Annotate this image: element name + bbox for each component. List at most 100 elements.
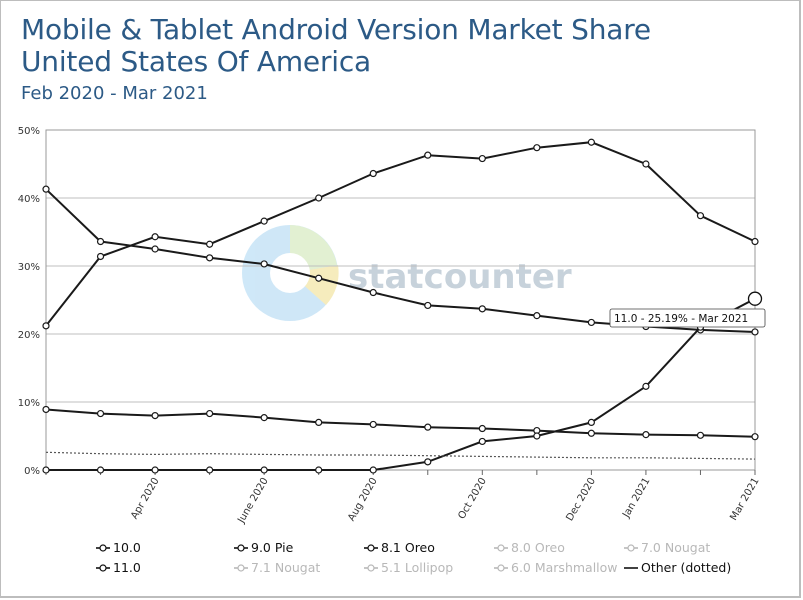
data-point[interactable] <box>315 194 323 202</box>
x-tick-label: June 2020 <box>236 476 271 526</box>
data-point[interactable] <box>96 466 105 474</box>
data-point[interactable] <box>260 217 268 225</box>
chart-subtitle: Feb 2020 - Mar 2021 <box>21 83 208 104</box>
legend-marker-icon <box>364 563 378 572</box>
series-8-1-oreo <box>42 405 759 441</box>
data-point[interactable] <box>369 288 377 297</box>
series-group <box>42 138 763 474</box>
data-point[interactable] <box>260 466 268 474</box>
data-point[interactable] <box>424 458 432 466</box>
plot-area-border <box>45 129 756 471</box>
data-point[interactable] <box>42 322 50 330</box>
data-point[interactable] <box>96 252 105 261</box>
legend-label: 10.0 <box>113 540 141 555</box>
x-tick-label: Aug 2020 <box>346 476 380 523</box>
legend-item-7-0-nougat[interactable]: 7.0 Nougat <box>623 540 710 555</box>
legend-label: 6.0 Marshmallow <box>511 560 618 575</box>
data-point[interactable] <box>315 466 323 474</box>
data-point[interactable] <box>206 254 214 262</box>
legend-item-6-0-marshmallow[interactable]: 6.0 Marshmallow <box>493 560 618 575</box>
legend-marker-icon <box>96 563 110 572</box>
grid-lines <box>45 129 756 471</box>
legend-item-9-0-pie[interactable]: 9.0 Pie <box>233 540 293 555</box>
chart-title: Mobile & Tablet Android Version Market S… <box>21 14 651 78</box>
data-point[interactable] <box>151 233 159 241</box>
data-point[interactable] <box>587 318 595 327</box>
x-tick-label: Oct 2020 <box>456 476 488 521</box>
data-point[interactable] <box>478 154 486 163</box>
data-point[interactable] <box>151 245 159 253</box>
x-tick-label: Dec 2020 <box>564 476 598 523</box>
data-point[interactable] <box>642 382 650 390</box>
data-point[interactable] <box>751 237 759 246</box>
legend-item-8-0-oreo[interactable]: 8.0 Oreo <box>493 540 565 555</box>
data-point[interactable] <box>42 185 50 193</box>
legend-item-other-dotted[interactable]: Other (dotted) <box>623 560 731 575</box>
x-tick-label: Mar 2021 <box>728 476 761 523</box>
data-point[interactable] <box>206 466 214 474</box>
legend-item-8-1-oreo[interactable]: 8.1 Oreo <box>363 540 435 555</box>
series-line <box>45 451 756 460</box>
data-point[interactable] <box>424 301 432 310</box>
legend-label: 8.1 Oreo <box>381 540 435 555</box>
tooltip-text: 11.0 - 25.19% - Mar 2021 <box>614 313 748 325</box>
data-point[interactable] <box>751 328 759 336</box>
data-point[interactable] <box>424 423 432 431</box>
x-tick-label: Jan 2021 <box>620 476 652 521</box>
x-axis-ticks: Apr 2020 June 2020 Aug 2020 Oct 2020 Dec 202… <box>45 470 762 526</box>
data-point[interactable] <box>260 260 268 268</box>
y-tick-label: 10% <box>18 398 40 409</box>
legend-label: 7.0 Nougat <box>641 540 711 555</box>
y-tick-label: 30% <box>18 262 40 273</box>
hover-point[interactable] <box>747 291 763 306</box>
data-point[interactable] <box>533 432 541 440</box>
legend-item-5-1-lollipop[interactable]: 5.1 Lollipop <box>363 560 453 575</box>
data-point[interactable] <box>533 312 541 320</box>
series-line <box>45 408 756 438</box>
data-point[interactable] <box>315 274 323 282</box>
data-point[interactable] <box>424 151 432 159</box>
data-point[interactable] <box>151 412 159 420</box>
statcounter-watermark: statcounter <box>242 225 572 321</box>
y-tick-label: 50% <box>18 126 40 137</box>
data-point[interactable] <box>478 437 486 446</box>
legend-marker-icon <box>234 563 248 572</box>
legend-label: 9.0 Pie <box>251 540 294 555</box>
statcounter-logo-icon <box>242 225 339 321</box>
data-point[interactable] <box>151 466 159 474</box>
y-axis-ticks: 0% 10% 20% 30% 40% 50% <box>18 126 40 477</box>
data-point[interactable] <box>751 433 759 441</box>
data-point[interactable] <box>587 429 595 437</box>
data-point[interactable] <box>206 409 214 418</box>
data-point[interactable] <box>369 466 377 474</box>
series-line <box>46 297 756 471</box>
data-point[interactable] <box>696 431 705 439</box>
y-tick-label: 20% <box>18 330 40 341</box>
data-point[interactable] <box>587 138 595 146</box>
data-point[interactable] <box>369 420 377 429</box>
data-point[interactable] <box>315 418 323 426</box>
chart-title-line-1: Mobile & Tablet Android Version Market S… <box>21 13 651 46</box>
data-point[interactable] <box>206 240 214 248</box>
data-point[interactable] <box>96 237 105 246</box>
legend-item-10-0[interactable]: 10.0 <box>95 540 141 555</box>
data-point[interactable] <box>42 466 50 474</box>
data-point[interactable] <box>478 305 486 313</box>
data-point[interactable] <box>533 144 541 152</box>
data-point[interactable] <box>642 431 650 439</box>
data-point[interactable] <box>642 160 650 168</box>
data-point[interactable] <box>260 414 268 422</box>
data-point[interactable] <box>696 212 705 220</box>
legend-marker-icon <box>624 543 638 552</box>
data-point[interactable] <box>478 424 486 433</box>
data-point[interactable] <box>96 409 105 418</box>
data-point[interactable] <box>587 418 595 426</box>
legend-item-11-0[interactable]: 11.0 <box>95 560 141 575</box>
legend-marker-icon <box>494 543 508 552</box>
legend-marker-icon <box>234 543 248 552</box>
legend-item-7-1-nougat[interactable]: 7.1 Nougat <box>233 560 320 575</box>
tooltip: 11.0 - 25.19% - Mar 2021 <box>609 308 766 328</box>
data-point[interactable] <box>42 405 50 414</box>
data-point[interactable] <box>369 169 377 178</box>
